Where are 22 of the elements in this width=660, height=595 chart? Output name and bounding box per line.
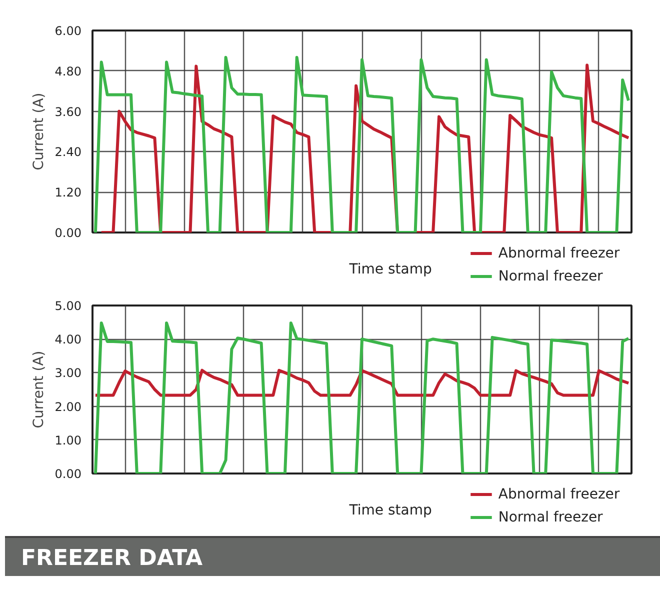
y-tick-label: 3.00 [54, 366, 82, 380]
y-tick-label: 4.00 [54, 332, 82, 347]
text: FREEZER DATA [21, 545, 203, 573]
x-axis-title: Time stamp [348, 262, 432, 278]
y-axis-title: Current (A) [30, 350, 47, 428]
y-tick-label: 4.80 [54, 64, 82, 78]
y-tick-label: 0.00 [54, 467, 82, 481]
legend-label: Normal freezer [498, 268, 604, 284]
line-series [94, 321, 630, 474]
legend-label: Normal freezer [498, 510, 604, 526]
y-tick-label: 1.00 [54, 433, 82, 448]
y-tick-label: 5.00 [54, 299, 82, 313]
y-tick-label: 2.00 [54, 400, 82, 414]
y-tick-label: 0.00 [54, 226, 82, 240]
x-axis-title: Time stamp [348, 502, 432, 518]
y-axis-title: Current (A) [30, 92, 47, 170]
y-tick-label: 2.40 [54, 145, 82, 160]
y-tick-label: 6.00 [54, 24, 82, 38]
legend-label: Abnormal freezer [498, 246, 620, 262]
y-tick-label: 1.20 [54, 186, 82, 200]
legend-label: Abnormal freezer [498, 486, 620, 502]
y-tick-label: 3.60 [54, 104, 82, 119]
